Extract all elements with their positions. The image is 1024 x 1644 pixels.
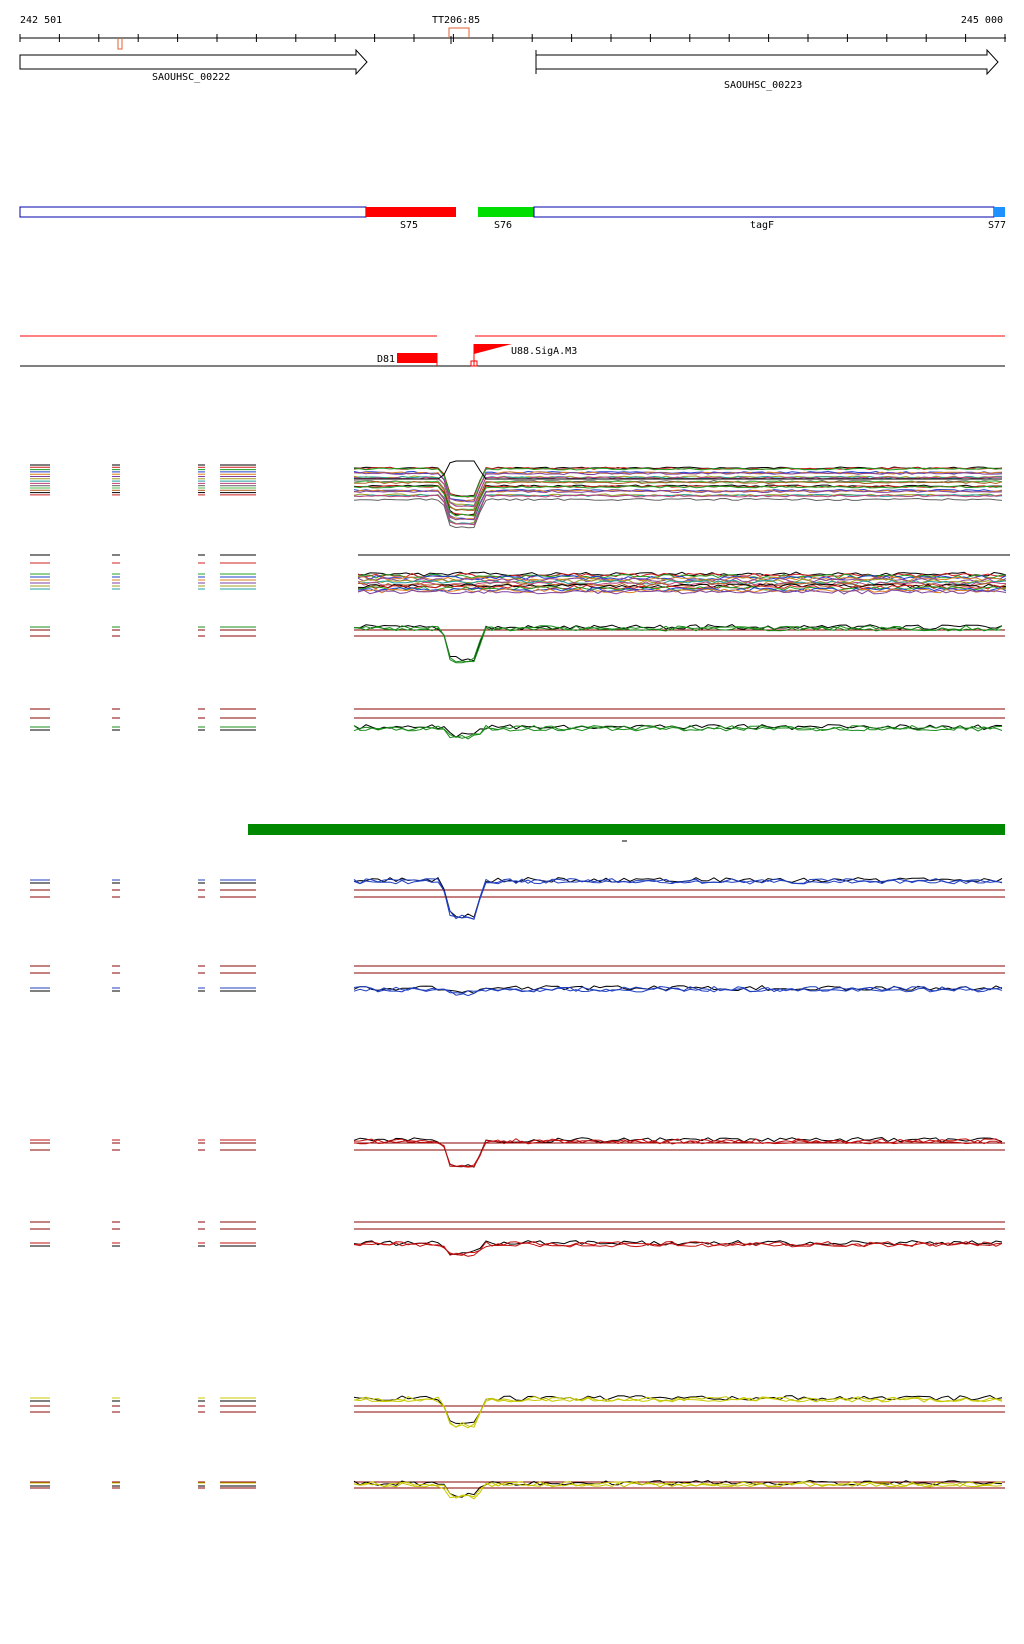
segment-label-s76: S76 — [494, 220, 512, 231]
region-bar-green[interactable] — [248, 824, 1005, 835]
feature-track: D81 U88.SigA.M3 — [20, 335, 1005, 367]
track-line — [353, 1242, 1003, 1257]
track-line — [353, 488, 1003, 520]
gene-label-saouhsc-00222: SAOUHSC_00222 — [152, 72, 230, 83]
track-line — [353, 471, 1003, 503]
track-line — [353, 476, 1003, 508]
track-green-2 — [30, 708, 1005, 740]
segment-s75[interactable] — [366, 207, 456, 217]
track-yellow-1 — [30, 1394, 1005, 1429]
ruler-end-label: 245 000 — [961, 15, 1003, 26]
track-line — [353, 1482, 1003, 1500]
segment-s77[interactable] — [994, 207, 1005, 217]
feature-u88-label: U88.SigA.M3 — [511, 346, 577, 357]
gene-arrow-saouhsc-00222[interactable] — [19, 48, 368, 76]
track-line — [357, 575, 1007, 581]
track-blue-1 — [30, 876, 1005, 920]
track-line — [353, 878, 1003, 920]
track-line — [353, 1139, 1003, 1168]
track-red-1 — [30, 1136, 1005, 1168]
gene-arrow-saouhsc-00223[interactable] — [535, 48, 999, 76]
expression-tracks — [30, 460, 1010, 1500]
feature-u88-box — [470, 360, 478, 367]
track-line — [353, 480, 1003, 512]
track-line — [353, 1481, 1003, 1499]
track-line — [353, 1396, 1003, 1429]
track-line — [353, 987, 1003, 997]
track-line — [357, 589, 1007, 595]
track-green-1 — [30, 624, 1005, 664]
track-line — [353, 726, 1003, 740]
segment-track: S75 S76 tagF S77 — [19, 206, 1006, 231]
track-line — [353, 1240, 1003, 1256]
segment-label-s75: S75 — [400, 220, 418, 231]
track-line — [353, 1240, 1003, 1256]
track-line — [353, 879, 1003, 920]
feature-d81-block[interactable] — [397, 353, 437, 363]
ruler-marker-label: TT206:85 — [432, 15, 480, 26]
track-line — [357, 578, 1007, 584]
track-line — [353, 494, 1003, 526]
track-line — [357, 582, 1007, 588]
track-yellow-2 — [30, 1479, 1005, 1500]
coordinate-ruler: 242 501 245 000 TT206:85 — [19, 15, 1006, 50]
track-multicolor-1 — [30, 460, 1003, 529]
track-line — [353, 1394, 1003, 1425]
track-line — [357, 587, 1007, 593]
track-line — [353, 1138, 1003, 1168]
track-line — [353, 1136, 1003, 1168]
track-line — [354, 460, 1002, 480]
ruler-start-label: 242 501 — [20, 15, 62, 26]
segment-s76[interactable] — [478, 207, 534, 217]
segment-label-tagf: tagF — [750, 220, 774, 231]
track-line — [354, 624, 1003, 662]
track-line — [353, 485, 1003, 517]
track-line — [353, 626, 1003, 664]
track-line — [353, 489, 1003, 521]
track-blue-2 — [30, 965, 1005, 997]
ruler-marker-tt206 — [448, 27, 470, 38]
ruler-ticks — [19, 34, 1006, 42]
track-line — [353, 1397, 1003, 1429]
track-line — [353, 466, 1003, 498]
track-line — [353, 497, 1003, 529]
ruler-marker-small — [117, 38, 123, 50]
segment-bar-left — [19, 206, 367, 218]
track-line — [357, 576, 1007, 582]
gene-label-saouhsc-00223: SAOUHSC_00223 — [724, 80, 802, 91]
gene-track: SAOUHSC_00222 SAOUHSC_00223 — [19, 48, 999, 91]
track-line — [357, 588, 1007, 594]
feature-d81-label: D81 — [377, 354, 395, 365]
segment-label-s77: S77 — [988, 220, 1006, 231]
track-red-2 — [30, 1221, 1005, 1257]
feature-u88-flag[interactable] — [474, 344, 512, 354]
track-line — [353, 624, 1003, 663]
track-line — [353, 471, 1003, 503]
track-line — [353, 467, 1003, 498]
track-line — [353, 985, 1003, 996]
segment-tagf[interactable] — [533, 206, 995, 218]
track-multicolor-2 — [30, 554, 1010, 595]
track-line — [353, 1479, 1003, 1498]
